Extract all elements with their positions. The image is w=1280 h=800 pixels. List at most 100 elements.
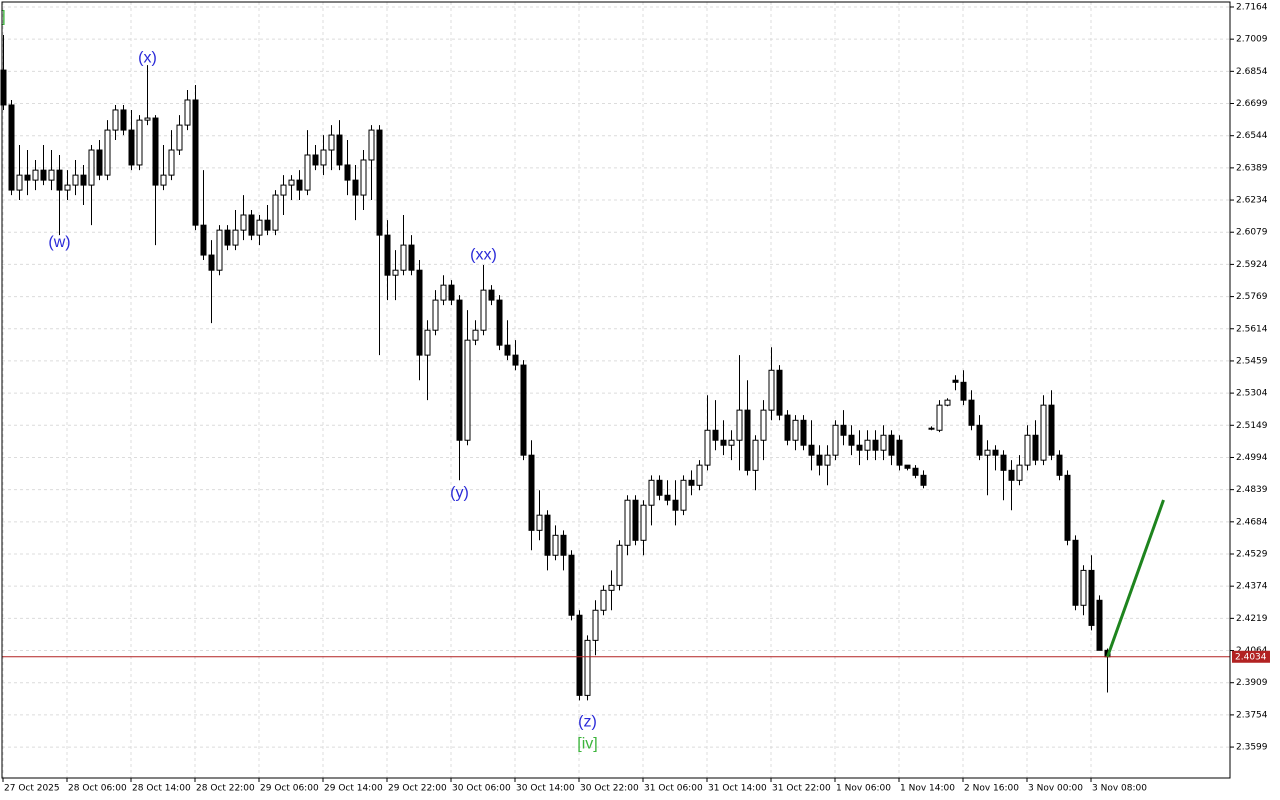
candle-body <box>360 159 367 196</box>
y-tick-label: 2.5304 <box>1236 389 1268 399</box>
y-tick-label: 2.6544 <box>1236 131 1268 141</box>
candle-body <box>280 184 287 196</box>
candle-body <box>184 99 191 126</box>
x-tick-label: 27 Oct 2025 <box>4 784 60 794</box>
candle-body <box>1080 569 1087 606</box>
candle-body <box>728 439 735 446</box>
x-tick-label: 1 Nov 06:00 <box>836 784 891 794</box>
plot-frame <box>1 1 1231 779</box>
candle-body <box>392 269 399 276</box>
candle-body <box>96 149 103 176</box>
candle-body <box>808 444 815 456</box>
candle-body <box>840 424 847 436</box>
candle-body <box>576 614 583 696</box>
x-tick-label: 31 Oct 14:00 <box>708 784 767 794</box>
x-tick-label: 30 Oct 14:00 <box>516 784 575 794</box>
candle-body <box>296 179 303 191</box>
candle-body <box>384 234 391 276</box>
x-tick-label: 29 Oct 06:00 <box>260 784 319 794</box>
candle-body <box>200 224 207 256</box>
candle-body <box>448 284 455 301</box>
y-tick-label: 2.5924 <box>1236 260 1268 270</box>
candle-body <box>456 299 463 441</box>
candle-body <box>32 169 39 181</box>
candle-body <box>768 369 775 411</box>
candle-body <box>560 534 567 556</box>
candle-body <box>776 369 783 416</box>
candle-body <box>896 439 903 466</box>
candle-body <box>240 214 247 231</box>
candles <box>0 35 1111 701</box>
candle-body <box>120 109 127 131</box>
candle-body <box>472 329 479 341</box>
candle-body <box>376 129 383 236</box>
candle-body <box>144 117 151 121</box>
candle-body <box>256 219 263 236</box>
candle-body <box>48 169 55 181</box>
current-price-label: 2.4034 <box>1235 652 1267 662</box>
candle-body <box>544 514 551 556</box>
candle-body <box>824 454 831 466</box>
candle-body <box>1024 434 1031 466</box>
candle-body <box>440 284 447 301</box>
candle-body <box>872 439 879 451</box>
candle-body <box>272 194 279 231</box>
x-tick-label: 3 Nov 00:00 <box>1028 784 1083 794</box>
candle-body <box>336 134 343 166</box>
candle-body <box>640 504 647 541</box>
candle-body <box>552 534 559 556</box>
candle-body <box>24 174 31 181</box>
candle-body <box>920 474 927 486</box>
y-tick-label: 2.3909 <box>1236 678 1268 688</box>
y-tick-label: 2.6389 <box>1236 163 1268 173</box>
candle-body <box>992 449 999 456</box>
candle-body <box>0 69 7 106</box>
candle-body <box>936 404 943 431</box>
candle-body <box>408 244 415 271</box>
candle-body <box>712 429 719 441</box>
y-tick-label: 2.7164 <box>1236 2 1268 12</box>
candle-body <box>1088 569 1095 626</box>
y-tick-label: 2.5769 <box>1236 292 1268 302</box>
candle-body <box>192 99 199 226</box>
candle-body <box>592 609 599 641</box>
forecast-line <box>1106 499 1165 658</box>
candle-body <box>984 449 991 456</box>
candle-body <box>904 464 911 469</box>
candle-body <box>232 229 239 246</box>
candle-body <box>312 154 319 166</box>
candle-body <box>536 514 543 531</box>
candle-body <box>176 124 183 151</box>
y-tick-label: 2.4374 <box>1236 582 1268 592</box>
candle-body <box>928 427 935 430</box>
candle-body <box>464 339 471 441</box>
candle-body <box>1072 539 1079 606</box>
candle-body <box>328 134 335 151</box>
candle-body <box>88 149 95 186</box>
grid <box>2 2 1230 778</box>
candle-body <box>368 129 375 161</box>
candle-body <box>40 169 47 181</box>
candle-body <box>616 544 623 586</box>
candle-body <box>672 499 679 511</box>
x-tick-label: 1 Nov 14:00 <box>900 784 955 794</box>
y-tick-label: 2.4994 <box>1236 453 1268 463</box>
candle-body <box>512 354 519 366</box>
candle-body <box>528 454 535 531</box>
candle-body <box>1016 464 1023 481</box>
x-tick-label: 31 Oct 06:00 <box>644 784 703 794</box>
candle-body <box>520 364 527 456</box>
candle-body <box>632 499 639 541</box>
y-tick-label: 2.3754 <box>1236 710 1268 720</box>
x-tick-label: 29 Oct 22:00 <box>388 784 447 794</box>
candle-body <box>704 429 711 466</box>
candle-body <box>856 444 863 451</box>
wave-label: [iv] <box>577 735 597 752</box>
y-tick-label: 2.4839 <box>1236 485 1268 495</box>
y-tick-label: 2.5614 <box>1236 324 1268 334</box>
candle-body <box>208 254 215 271</box>
x-tick-label: 31 Oct 22:00 <box>772 784 831 794</box>
candle-body <box>112 109 119 131</box>
candle-body <box>744 409 751 471</box>
